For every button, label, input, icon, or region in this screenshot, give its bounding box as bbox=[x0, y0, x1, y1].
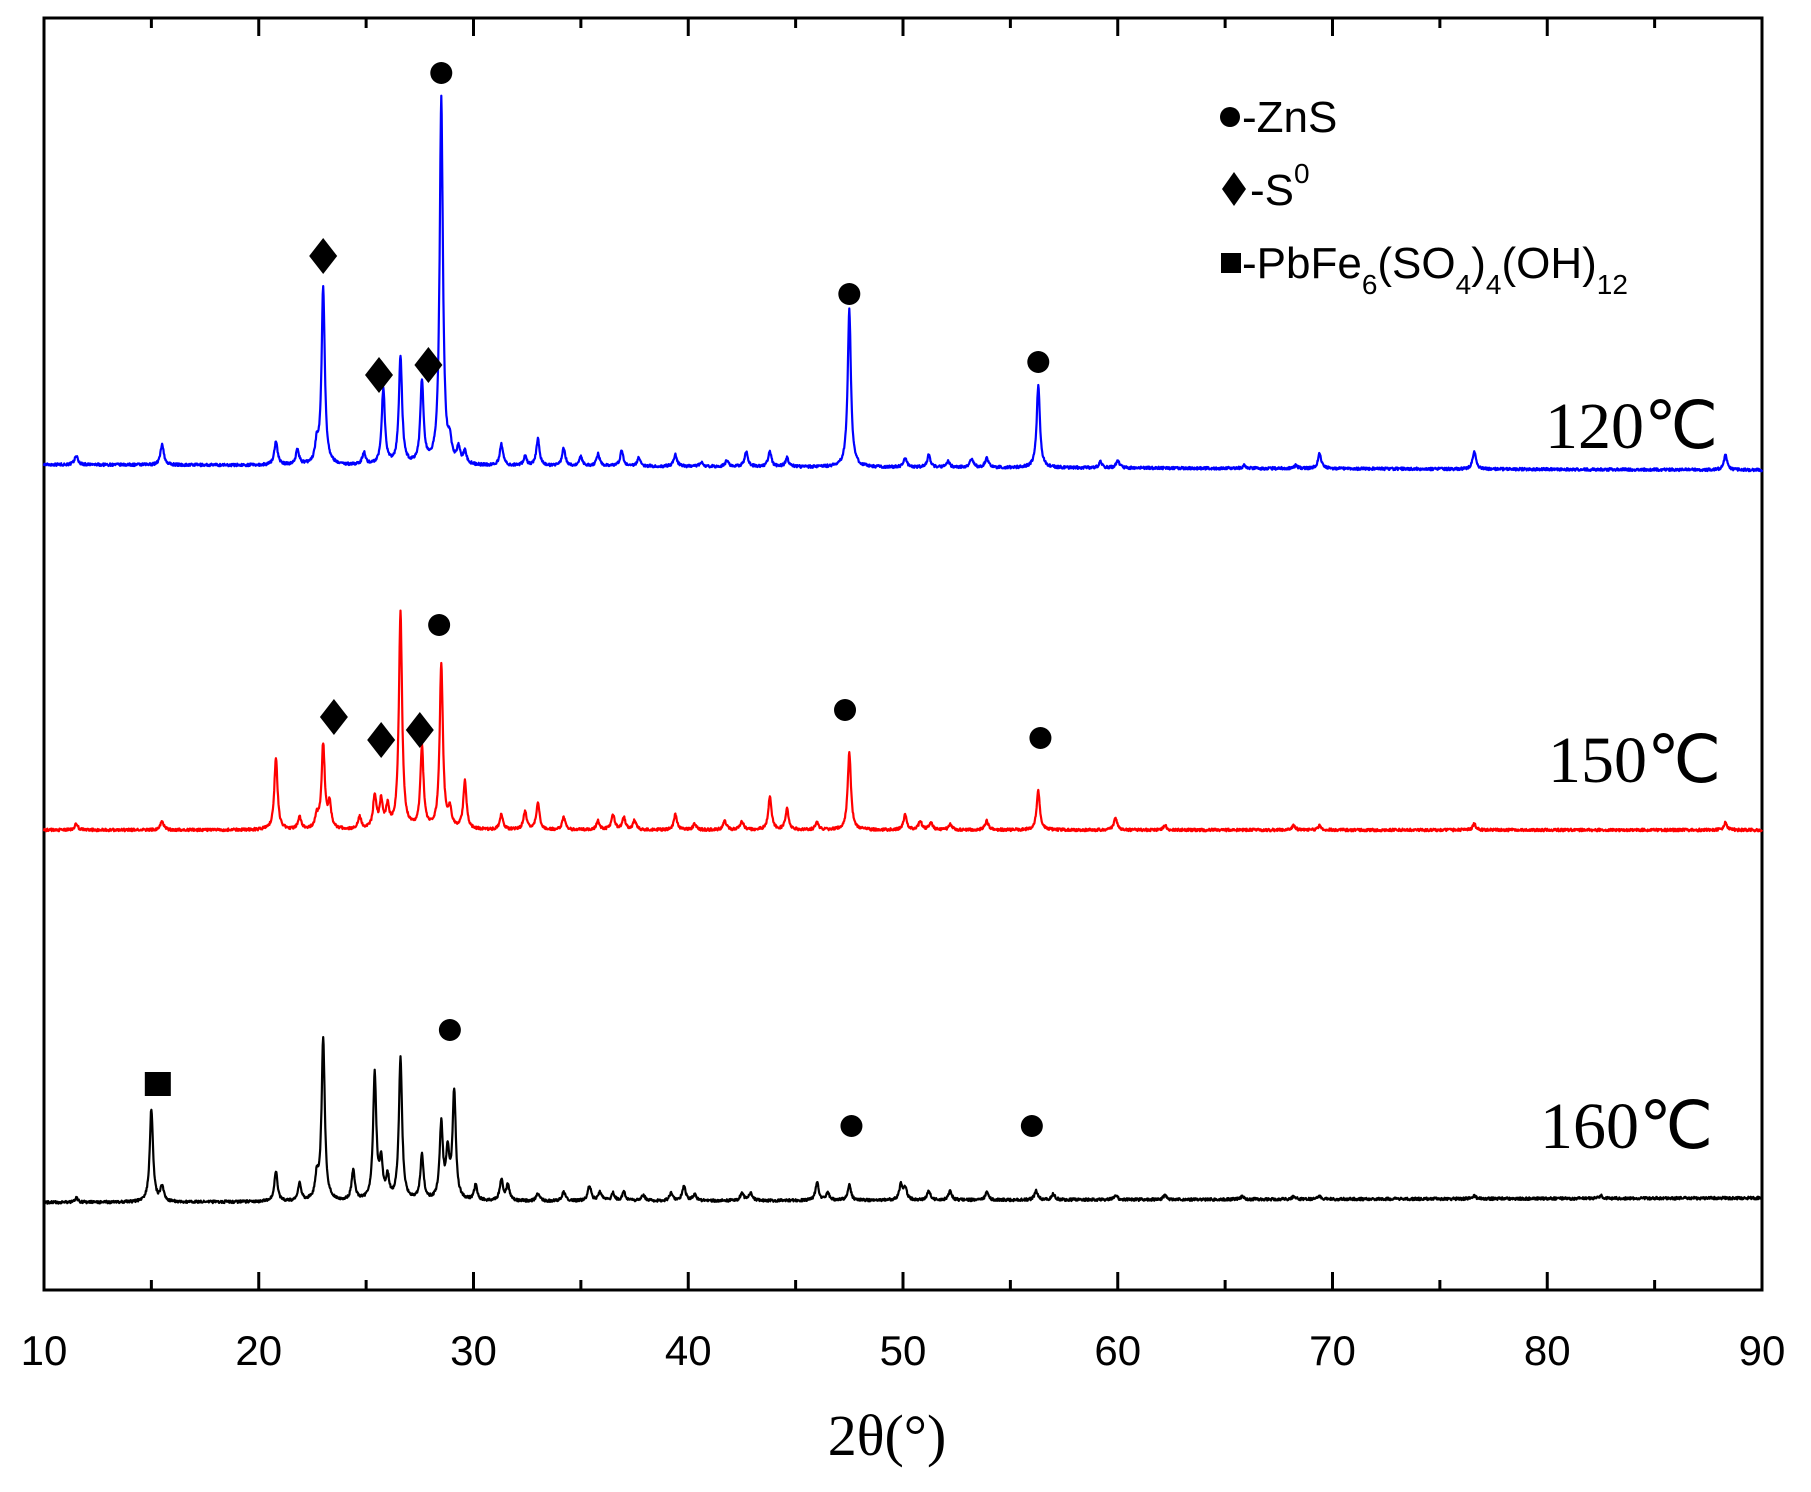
diamond-marker bbox=[405, 712, 434, 748]
phase-markers bbox=[144, 62, 1052, 1137]
circle-marker bbox=[838, 283, 861, 305]
series-labels: 120℃ 150℃ 160℃ bbox=[1540, 390, 1721, 1163]
legend-diamond-icon bbox=[1222, 172, 1246, 206]
series-label-3: 160℃ bbox=[1540, 1090, 1713, 1163]
x-tick-label: 10 bbox=[21, 1327, 68, 1374]
x-axis-title: 2θ(°) bbox=[828, 1403, 947, 1468]
x-axis: 10 20 30 40 50 60 70 80 90 bbox=[21, 18, 1786, 1374]
plot-border bbox=[42, 16, 1764, 1292]
diamond-marker bbox=[414, 347, 443, 383]
square-marker bbox=[144, 1072, 171, 1096]
series-layer bbox=[42, 94, 1764, 1205]
x-tick-label: 60 bbox=[1094, 1327, 1141, 1374]
legend-square-icon bbox=[1221, 253, 1241, 273]
x-tick-label: 90 bbox=[1739, 1327, 1786, 1374]
series-line-2 bbox=[42, 609, 1764, 833]
circle-marker bbox=[1020, 1115, 1043, 1137]
circle-marker bbox=[428, 614, 451, 636]
diamond-marker bbox=[367, 722, 396, 758]
circle-marker bbox=[430, 62, 453, 84]
diamond-marker bbox=[309, 238, 338, 274]
circle-marker bbox=[834, 699, 857, 721]
circle-marker bbox=[840, 1115, 863, 1137]
series-line-3 bbox=[42, 1035, 1763, 1205]
diamond-marker bbox=[319, 699, 348, 735]
x-tick-label: 40 bbox=[665, 1327, 712, 1374]
legend-circle-icon bbox=[1220, 107, 1240, 127]
series-label-1: 120℃ bbox=[1545, 390, 1718, 463]
legend-label-sulfur: -S0 bbox=[1250, 158, 1310, 215]
x-tick-label: 50 bbox=[880, 1327, 927, 1374]
x-tick-label: 70 bbox=[1309, 1327, 1356, 1374]
x-tick-label: 80 bbox=[1524, 1327, 1571, 1374]
x-tick-label: 30 bbox=[450, 1327, 497, 1374]
legend-label-zns: -ZnS bbox=[1242, 93, 1337, 142]
circle-marker bbox=[1027, 351, 1050, 373]
legend: -ZnS -S0 -PbFe6(SO4)4(OH)12 bbox=[1220, 93, 1628, 300]
diamond-marker bbox=[365, 357, 394, 393]
series-label-2: 150℃ bbox=[1548, 724, 1721, 797]
series-line-1 bbox=[42, 94, 1764, 473]
plot-frame bbox=[42, 16, 1764, 1292]
circle-marker bbox=[1029, 727, 1052, 749]
x-tick-label: 20 bbox=[235, 1327, 282, 1374]
legend-label-plumbojarosite: -PbFe6(SO4)4(OH)12 bbox=[1242, 239, 1628, 300]
circle-marker bbox=[438, 1019, 461, 1041]
